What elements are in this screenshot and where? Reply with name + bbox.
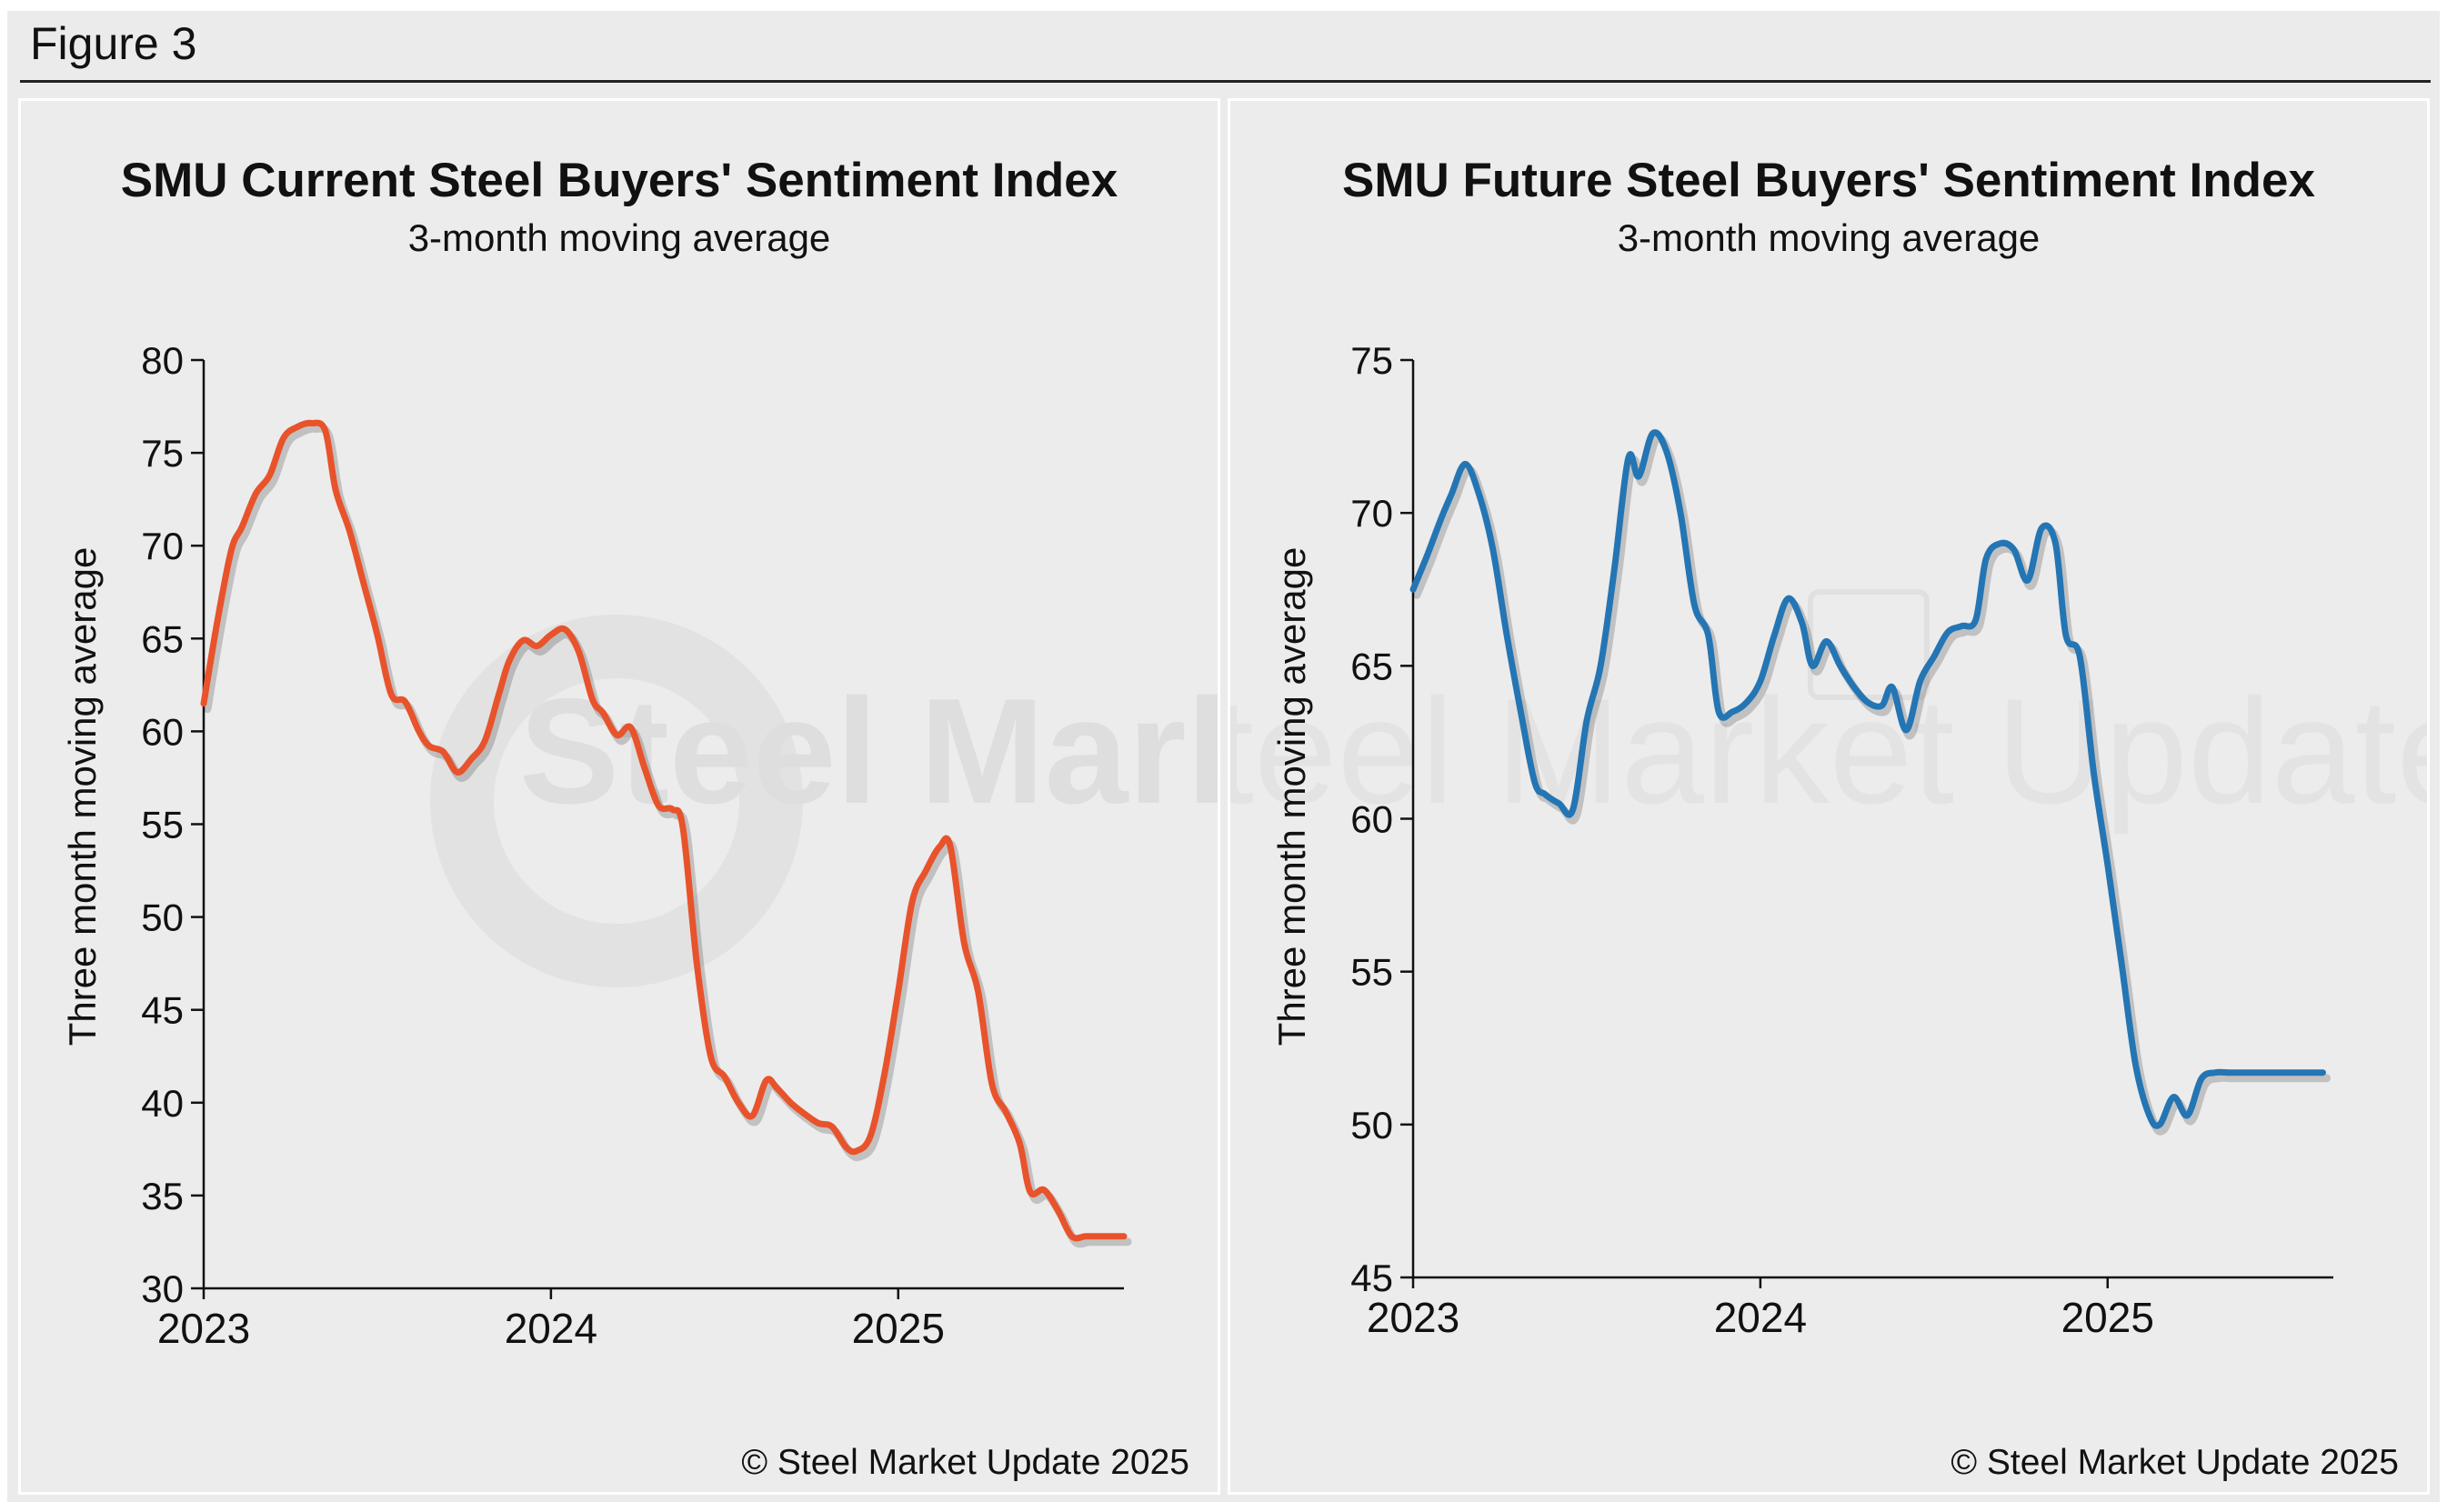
copyright-note: © Steel Market Update 2025 bbox=[741, 1443, 1189, 1482]
y-axis-label: Three month moving average bbox=[61, 547, 104, 1046]
chart-title: SMU Current Steel Buyers' Sentiment Inde… bbox=[121, 154, 1118, 207]
watermark: Steel Market Update bbox=[430, 615, 1218, 987]
y-tick-label: 70 bbox=[141, 525, 184, 567]
y-tick-label: 75 bbox=[141, 432, 184, 475]
plot-area bbox=[1409, 429, 2331, 1136]
watermark: Steel Market Update bbox=[1230, 589, 2427, 835]
y-tick-label: 45 bbox=[1350, 1257, 1393, 1299]
y-tick-label: 60 bbox=[141, 710, 184, 753]
chart-subtitle: 3-month moving average bbox=[1618, 216, 2041, 259]
x-tick-label: 2023 bbox=[157, 1305, 250, 1352]
watermark-logo-box bbox=[1808, 589, 1930, 700]
series-line bbox=[200, 419, 1128, 1242]
y-tick-label: 65 bbox=[141, 617, 184, 660]
y-axis: 30 35 40 45 50 55 60 65 70 75 80 bbox=[141, 339, 206, 1310]
y-tick-label: 70 bbox=[1350, 492, 1393, 535]
y-tick-label: 50 bbox=[1350, 1104, 1393, 1147]
y-tick-label: 65 bbox=[1350, 645, 1393, 687]
y-tick-label: 40 bbox=[141, 1082, 184, 1125]
figure-divider bbox=[20, 80, 2431, 83]
x-axis: 2023 2024 2025 bbox=[1367, 1276, 2333, 1341]
future-sentiment-chart: Steel Market Update SMU Future Steel Buy… bbox=[1230, 154, 2427, 1482]
y-tick-label: 35 bbox=[141, 1175, 184, 1217]
series-line bbox=[1409, 429, 2326, 1129]
y-axis-label: Three month moving average bbox=[1270, 547, 1313, 1046]
series-line-shadow bbox=[203, 424, 1132, 1248]
x-tick-label: 2023 bbox=[1367, 1294, 1459, 1341]
y-tick-label: 80 bbox=[141, 339, 184, 382]
y-axis: 45 50 55 60 65 70 75 bbox=[1350, 339, 1415, 1299]
figure-label: Figure 3 bbox=[30, 18, 197, 69]
copyright-note: © Steel Market Update 2025 bbox=[1951, 1443, 2399, 1482]
y-tick-label: 55 bbox=[1350, 951, 1393, 994]
y-tick-label: 60 bbox=[1350, 798, 1393, 841]
x-axis: 2023 2024 2025 bbox=[157, 1287, 1124, 1352]
chart-title: SMU Future Steel Buyers' Sentiment Index bbox=[1342, 154, 2315, 207]
y-tick-label: 50 bbox=[141, 896, 184, 939]
y-tick-label: 45 bbox=[141, 989, 184, 1032]
watermark-text: Steel Market Update bbox=[519, 667, 1218, 835]
y-tick-label: 55 bbox=[141, 804, 184, 846]
x-tick-label: 2024 bbox=[1714, 1294, 1807, 1341]
y-tick-label: 30 bbox=[141, 1267, 184, 1310]
y-tick-label: 75 bbox=[1350, 339, 1393, 382]
current-sentiment-chart: Steel Market Update SMU Current Steel Bu… bbox=[61, 154, 1218, 1482]
x-tick-label: 2025 bbox=[2061, 1294, 2154, 1341]
watermark-logo-ring bbox=[430, 615, 803, 987]
current-sentiment-panel: Steel Market Update SMU Current Steel Bu… bbox=[18, 98, 1220, 1495]
x-tick-label: 2025 bbox=[852, 1305, 945, 1352]
future-sentiment-panel: Steel Market Update SMU Future Steel Buy… bbox=[1228, 98, 2430, 1495]
plot-area bbox=[200, 419, 1132, 1248]
chart-subtitle: 3-month moving average bbox=[408, 216, 831, 259]
x-tick-label: 2024 bbox=[505, 1305, 597, 1352]
watermark-text: Steel Market Update bbox=[1230, 667, 2427, 835]
